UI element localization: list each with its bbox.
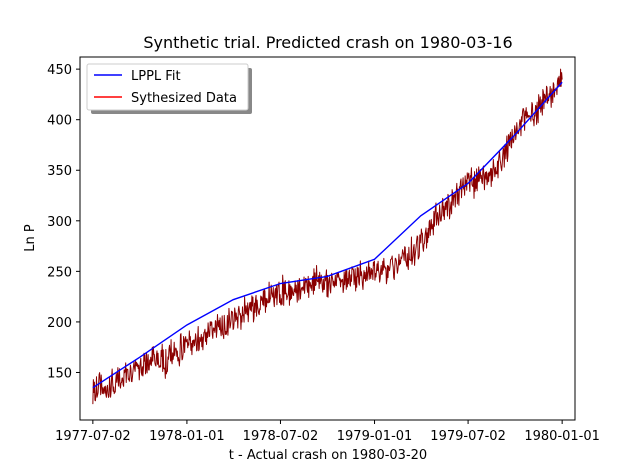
legend-box (86, 63, 249, 111)
x-tick-label: 1977-07-02 (55, 429, 131, 444)
y-axis: 150 200 250 300 350 400 450 (47, 63, 80, 381)
legend: LPPL Fit Sythesized Data (86, 63, 252, 114)
y-tick-label: 250 (47, 265, 72, 280)
y-tick-label: 400 (47, 114, 72, 129)
x-tick-label: 1978-01-01 (149, 429, 225, 444)
y-tick-label: 200 (47, 316, 72, 331)
x-tick-label: 1980-01-01 (524, 429, 600, 444)
x-tick-label: 1979-07-02 (430, 429, 506, 444)
chart-title: Synthetic trial. Predicted crash on 1980… (143, 33, 512, 52)
legend-label-lppl-fit: LPPL Fit (131, 69, 181, 84)
legend-label-synthesized-data: Sythesized Data (131, 91, 237, 106)
y-tick-label: 300 (47, 215, 72, 230)
x-axis: 1977-07-02 1978-01-01 1978-07-02 1979-01-01… (55, 420, 600, 444)
x-tick-label: 1978-07-02 (243, 429, 319, 444)
y-axis-label: Ln P (23, 224, 38, 252)
y-tick-label: 450 (47, 63, 72, 78)
series-layer (92, 68, 563, 405)
y-tick-label: 350 (47, 164, 72, 179)
y-tick-label: 150 (47, 366, 72, 381)
x-tick-label: 1979-01-01 (337, 429, 413, 444)
x-axis-label: t - Actual crash on 1980-03-20 (229, 448, 427, 463)
series-line-synthesized-data (92, 68, 563, 405)
plot-frame (79, 56, 576, 421)
series-line-lppl-fit (92, 81, 563, 389)
